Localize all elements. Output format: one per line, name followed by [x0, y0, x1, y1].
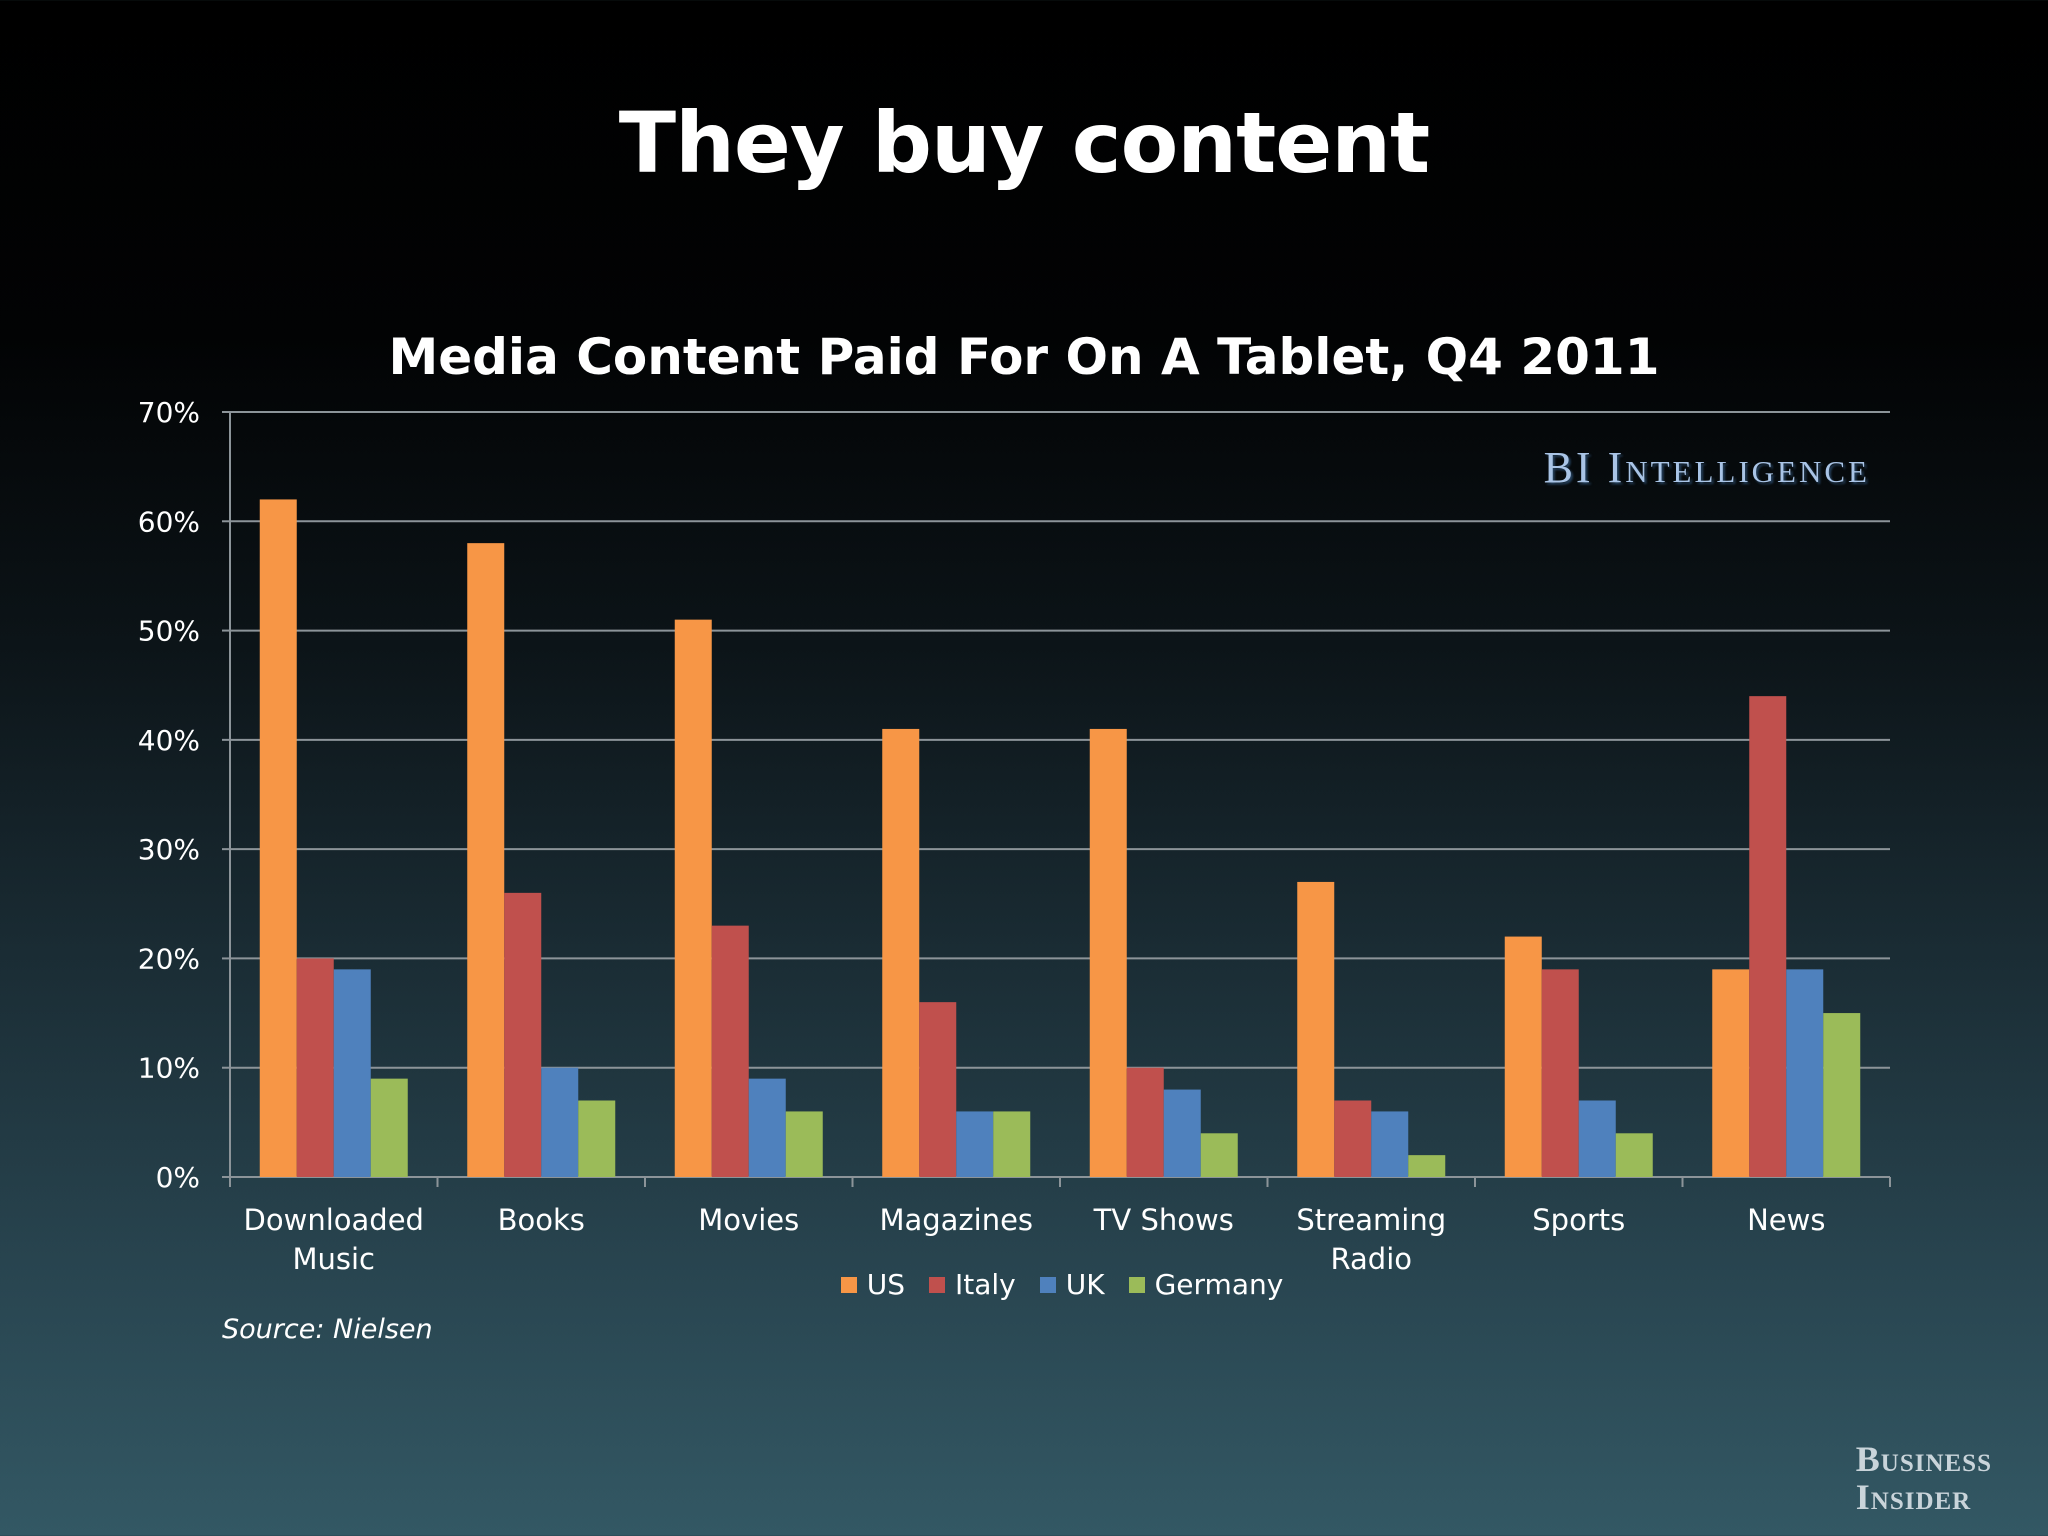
bar-uk	[956, 1111, 994, 1177]
x-category-label: Radio	[1331, 1242, 1413, 1276]
legend-swatch-italy	[928, 1276, 945, 1293]
bar-germany	[1408, 1155, 1446, 1177]
legend-item-italy: Italy	[928, 1268, 1016, 1301]
x-category-label: Sports	[1532, 1203, 1625, 1237]
bar-us	[1089, 728, 1127, 1177]
bar-italy	[1126, 1067, 1164, 1177]
bar-us	[1297, 881, 1335, 1177]
legend-swatch-germany	[1128, 1276, 1145, 1293]
bar-uk	[1786, 969, 1824, 1177]
bar-italy	[296, 958, 334, 1177]
bar-germany	[1615, 1133, 1653, 1177]
y-tick-label: 20%	[138, 942, 200, 975]
bar-us	[467, 543, 505, 1177]
x-category-label: TV Shows	[1093, 1203, 1234, 1237]
bi-intelligence-watermark: BI Intelligence	[1543, 443, 1870, 492]
bar-germany	[1823, 1013, 1861, 1177]
y-tick-label: 50%	[138, 615, 200, 648]
logo-line-1: Business	[1855, 1439, 1992, 1479]
bar-germany	[370, 1078, 408, 1177]
x-category-label: Books	[498, 1203, 585, 1237]
legend-item-germany: Germany	[1128, 1268, 1284, 1301]
bar-italy	[1334, 1100, 1372, 1177]
y-tick-label: 70%	[138, 396, 200, 429]
logo-line-2: Insider	[1855, 1477, 1972, 1517]
legend-item-us: US	[840, 1268, 905, 1301]
legend-swatch-uk	[1039, 1276, 1056, 1293]
legend-swatch-us	[840, 1276, 857, 1293]
chart-legend: US Italy UK Germany	[0, 1268, 2048, 1301]
x-category-label: News	[1747, 1203, 1825, 1237]
chart-title: Media Content Paid For On A Tablet, Q4 2…	[388, 328, 1660, 386]
bar-us	[259, 499, 297, 1177]
bar-italy	[711, 925, 749, 1177]
bar-germany	[1200, 1133, 1238, 1177]
x-category-label: Downloaded	[244, 1203, 424, 1237]
bar-uk	[541, 1067, 579, 1177]
y-tick-label: 60%	[138, 505, 200, 538]
bar-us	[1504, 936, 1542, 1177]
legend-item-uk: UK	[1039, 1268, 1105, 1301]
bar-us	[1712, 969, 1750, 1177]
x-category-label: Streaming	[1296, 1203, 1446, 1237]
source-note: Source: Nielsen	[222, 1314, 433, 1345]
slide-title: They buy content	[618, 94, 1430, 192]
bar-uk	[1578, 1100, 1616, 1177]
legend-label-uk: UK	[1065, 1268, 1105, 1301]
y-tick-label: 40%	[138, 724, 200, 757]
bar-germany	[578, 1100, 616, 1177]
y-tick-label: 30%	[138, 833, 200, 866]
bar-italy	[1541, 969, 1579, 1177]
bar-uk	[748, 1078, 786, 1177]
y-tick-label: 10%	[138, 1052, 200, 1085]
legend-label-germany: Germany	[1154, 1268, 1284, 1301]
bar-italy	[919, 1002, 957, 1177]
bar-italy	[504, 892, 542, 1177]
legend-label-italy: Italy	[954, 1268, 1016, 1301]
x-category-label: Music	[292, 1242, 375, 1276]
y-tick-label: 0%	[156, 1161, 200, 1194]
bar-us	[674, 619, 712, 1177]
bar-uk	[1371, 1111, 1409, 1177]
bar-uk	[1163, 1089, 1201, 1177]
business-insider-logo: Business Insider	[1856, 1440, 1992, 1516]
bar-germany	[993, 1111, 1031, 1177]
bar-uk	[333, 969, 371, 1177]
bar-italy	[1749, 696, 1787, 1177]
legend-label-us: US	[866, 1268, 905, 1301]
x-category-label: Magazines	[879, 1203, 1033, 1237]
x-category-label: Movies	[698, 1203, 799, 1237]
bar-us	[882, 728, 920, 1177]
bar-germany	[785, 1111, 823, 1177]
